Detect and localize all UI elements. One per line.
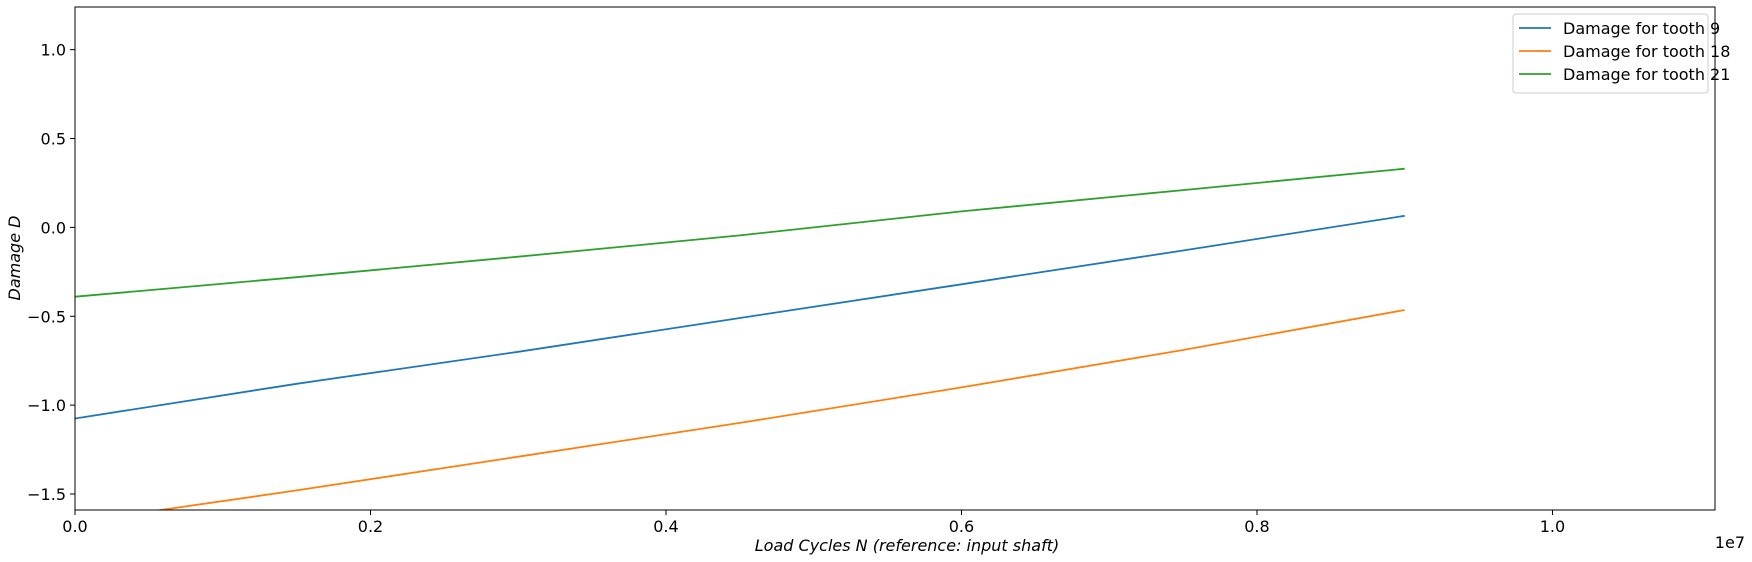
series-line-3 — [75, 167, 1405, 298]
x-tick-label: 0.8 — [1244, 517, 1269, 536]
series-layer — [75, 167, 1405, 510]
y-tick-label: 0.0 — [41, 218, 66, 237]
y-tick-label: −0.5 — [27, 307, 66, 326]
x-axis: 0.0 0.2 0.4 0.6 0.8 1.0 — [62, 510, 1565, 536]
y-tick-label: −1.5 — [27, 485, 66, 504]
legend-label: Damage for tooth 9 — [1563, 19, 1720, 38]
legend-label: Damage for tooth 18 — [1563, 42, 1730, 61]
legend: Damage for tooth 9 Damage for tooth 18 Dam… — [1512, 13, 1730, 94]
series-line-1 — [75, 214, 1405, 420]
plot-frame — [74, 6, 1716, 511]
x-offset-label: 1e7 — [1715, 533, 1745, 552]
x-tick-label: 0.0 — [62, 517, 87, 536]
x-tick-label: 0.4 — [653, 517, 678, 536]
y-axis: −1.5 −1.0 −0.5 0.0 0.5 1.0 — [27, 41, 75, 504]
x-tick-label: 0.2 — [358, 517, 383, 536]
x-tick-label: 1.0 — [1540, 517, 1565, 536]
legend-box — [1512, 13, 1709, 94]
x-axis-label: Load Cycles N (reference: input shaft) — [755, 536, 1059, 555]
y-tick-label: −1.0 — [27, 396, 66, 415]
y-tick-label: 1.0 — [41, 41, 66, 60]
y-axis-label: Damage D — [5, 216, 24, 301]
x-tick-label: 0.6 — [949, 517, 974, 536]
y-tick-label: 0.5 — [41, 130, 66, 149]
series-line-2 — [154, 309, 1405, 510]
legend-label: Damage for tooth 21 — [1563, 65, 1730, 84]
